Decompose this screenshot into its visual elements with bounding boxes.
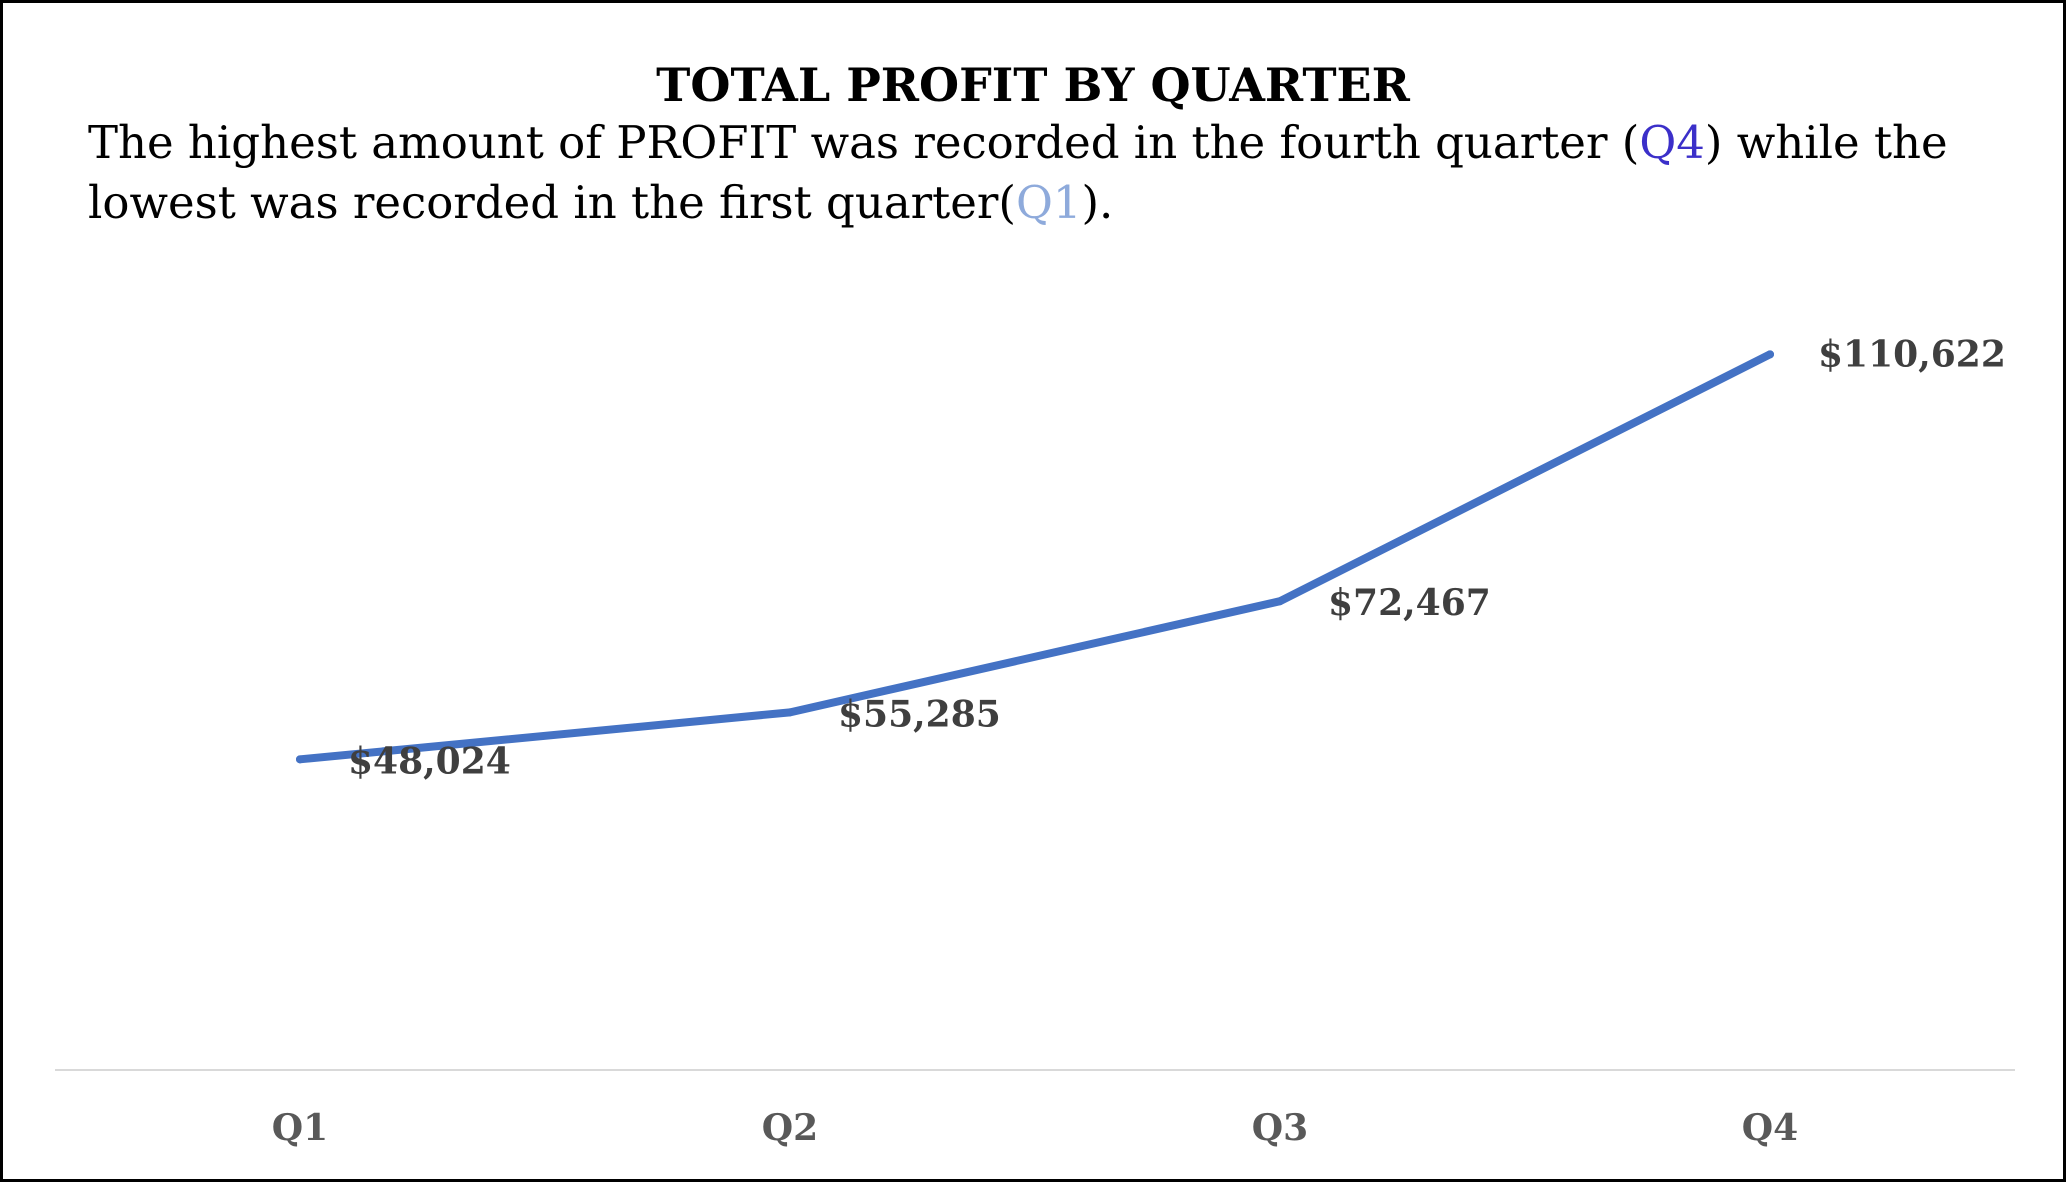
x-tick-label-q1: Q1 <box>272 1107 328 1149</box>
data-label-q4: $110,622 <box>1818 333 2006 375</box>
subtitle-highlight-q1: Q1 <box>1015 176 1082 229</box>
x-tick-label-q3: Q3 <box>1252 1107 1308 1149</box>
series-line-0 <box>296 350 1774 764</box>
subtitle-text-1: The highest amount of PROFIT was recorde… <box>88 116 1640 169</box>
line-chart: Q1 Q2 Q3 Q4 $48,024 $55,285 $72,467 $110,622 <box>55 333 2015 1149</box>
subtitle-highlight-q4: Q4 <box>1639 116 1705 169</box>
subtitle-text-2: ) while the lowest was recorded in the f… <box>88 116 1948 229</box>
x-tick-label-q4: Q4 <box>1742 1107 1798 1149</box>
data-label-q2: $55,285 <box>838 693 1001 735</box>
chart-title: TOTAL PROFIT BY QUARTER <box>656 58 1410 112</box>
data-point-q2 <box>786 708 794 717</box>
subtitle-text-3: ). <box>1081 176 1114 229</box>
data-label-q3: $72,467 <box>1328 582 1491 624</box>
data-point-q3 <box>1276 597 1284 606</box>
chart-subtitle: The highest amount of PROFIT was recorde… <box>88 113 1988 233</box>
data-point-q4 <box>1766 350 1774 359</box>
x-tick-label-q2: Q2 <box>762 1107 818 1149</box>
data-label-q1: $48,024 <box>348 740 511 782</box>
data-point-q1 <box>296 755 304 764</box>
